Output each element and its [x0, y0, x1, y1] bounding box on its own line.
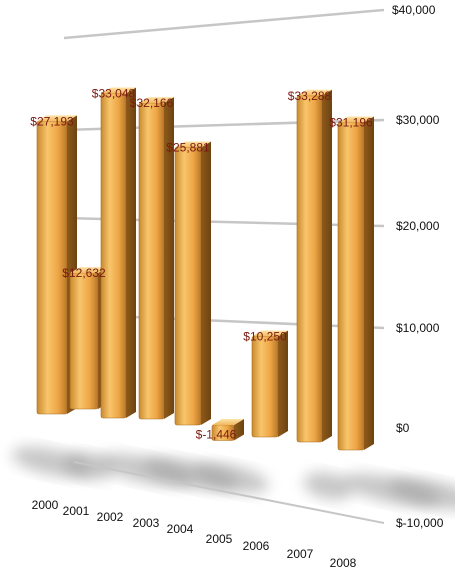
- data-labels: $27,193 $12,632 $33,048$32,166 $25,881 $-1,4…: [30, 86, 373, 441]
- bar-top: [101, 87, 136, 94]
- bar-top: [37, 115, 77, 122]
- bar-side: [126, 87, 136, 419]
- bar-2003: [138, 97, 174, 420]
- bar-shadow: [192, 462, 269, 494]
- gridline: [63, 8, 385, 40]
- bar-side: [234, 419, 244, 441]
- bar-front: [174, 147, 202, 426]
- data-label: $-1,446: [196, 428, 237, 442]
- data-label: $31,196: [329, 115, 373, 129]
- x-tick-label: 2007: [287, 547, 314, 561]
- y-tick-label: $0: [396, 421, 410, 435]
- bar-top: [70, 267, 108, 274]
- bar-2004: [174, 141, 211, 426]
- bars: [36, 87, 374, 451]
- data-label: $27,193: [30, 114, 74, 128]
- bar-2007: [296, 89, 332, 443]
- bar-side: [164, 97, 174, 419]
- bar-front: [138, 102, 165, 420]
- y-tick-label: $30,000: [396, 113, 440, 127]
- bar-front: [100, 93, 127, 419]
- bar-side: [322, 89, 332, 442]
- x-tick-label: 2005: [206, 532, 233, 546]
- bar-shadow: [303, 472, 353, 500]
- bar-2006: [251, 330, 288, 438]
- x-tick-label: 2003: [133, 516, 160, 530]
- y-tick-label: $10,000: [396, 321, 440, 335]
- gridline: [73, 461, 385, 524]
- bar-shadow: [389, 477, 455, 511]
- x-tick-label: 2004: [167, 522, 194, 536]
- bar-top: [338, 116, 374, 123]
- bar-front: [296, 95, 323, 443]
- data-label: $33,288: [288, 89, 332, 103]
- y-axis: $-10,000 $0 $10,000 $20,000 $30,000 $40,000: [392, 3, 444, 530]
- x-tick-label: 2008: [330, 556, 357, 570]
- bar-top: [175, 141, 211, 148]
- x-tick-label: 2006: [243, 539, 270, 553]
- x-tick-label: 2001: [63, 504, 90, 518]
- bar-front: [337, 122, 365, 451]
- bar-front: [251, 336, 279, 438]
- bar-top: [252, 330, 288, 337]
- bar-side: [201, 141, 211, 426]
- bar-side: [364, 116, 374, 450]
- data-label: $32,166: [130, 96, 174, 110]
- bar-top: [139, 97, 174, 104]
- x-tick-label: 2002: [97, 510, 124, 524]
- data-label: $10,250: [243, 330, 287, 344]
- x-axis: 2000 2001 2002 2003 2004 2005 2006 2007 2008: [32, 498, 357, 570]
- data-label: $25,881: [166, 141, 210, 155]
- bar-top: [212, 419, 244, 425]
- bar-2002: [100, 87, 136, 419]
- bar-front: [69, 272, 99, 410]
- data-label: $33,048: [92, 86, 136, 100]
- bar-2005: [211, 419, 244, 441]
- y-tick-label: $20,000: [396, 219, 440, 233]
- bar-2008: [337, 116, 374, 451]
- bar-shadows: [11, 446, 455, 511]
- y-tick-label: $40,000: [392, 3, 436, 17]
- y-tick-label: $-10,000: [396, 516, 444, 530]
- data-label: $12,632: [62, 266, 106, 280]
- x-tick-label: 2000: [32, 498, 59, 512]
- bar-top: [297, 89, 332, 96]
- bar-side: [278, 330, 288, 437]
